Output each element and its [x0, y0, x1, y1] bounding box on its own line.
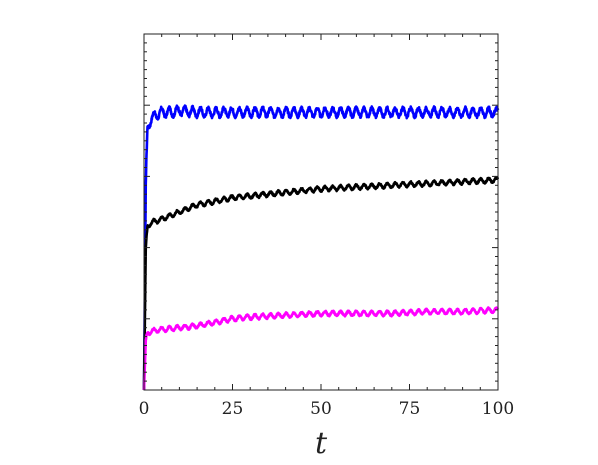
- series-line-0: [142, 104, 500, 391]
- x-tick-label: 50: [310, 399, 332, 419]
- x-tick-label: 0: [139, 399, 150, 419]
- x-tick-label: 75: [399, 399, 421, 419]
- tick-layer: [143, 33, 499, 391]
- series-line-1: [142, 175, 500, 391]
- x-tick-label: 100: [482, 399, 514, 419]
- plot-frame: [143, 33, 499, 391]
- series-line-2: [142, 306, 500, 391]
- label-layer: 0 25 50 75 100: [139, 399, 515, 419]
- series-layer: [142, 104, 500, 391]
- x-axis-title: t: [315, 426, 328, 461]
- x-tick-label: 25: [222, 399, 244, 419]
